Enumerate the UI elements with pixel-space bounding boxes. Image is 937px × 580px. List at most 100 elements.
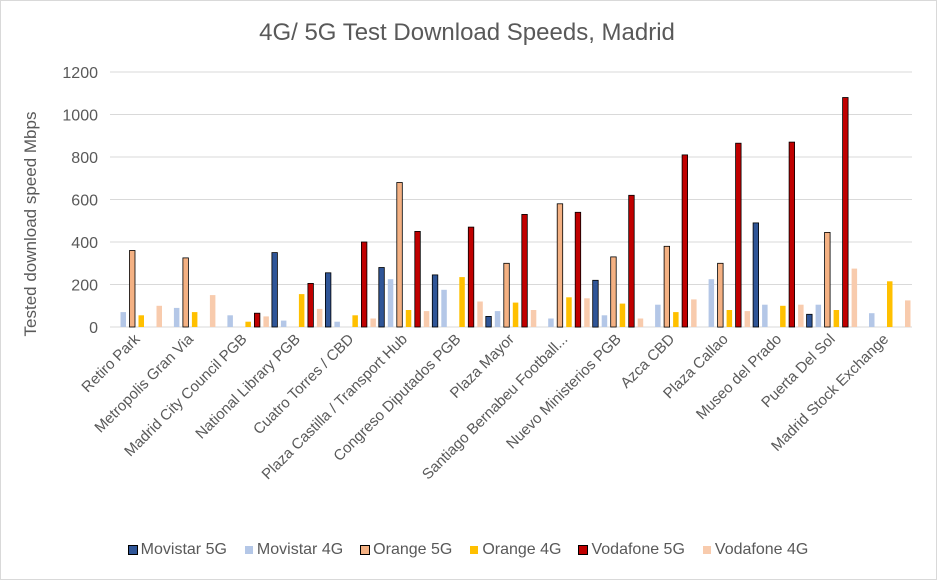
bar-movistar-4g (708, 279, 715, 327)
bar-vodafone-5g (521, 213, 528, 328)
bar-vodafone-4g (477, 301, 483, 327)
bar-orange-4g (405, 310, 412, 327)
bar-movistar-4g (334, 321, 340, 327)
bar-movistar-4g (762, 304, 768, 327)
bar-movistar-5g (378, 267, 385, 328)
bar-orange-5g (610, 256, 617, 328)
bar-vodafone-4g (851, 268, 858, 327)
bar-movistar-4g (869, 313, 875, 327)
bar-orange-4g (887, 281, 893, 327)
bar-movistar-4g (441, 289, 447, 327)
legend-item: Orange 5G (360, 541, 453, 559)
legend-swatch (127, 545, 138, 555)
legend-label: Movistar 5G (140, 541, 227, 558)
bar-vodafone-4g (209, 295, 216, 327)
bar-movistar-4g (601, 315, 608, 327)
bar-movistar-4g (280, 320, 287, 327)
bar-movistar-4g (548, 318, 554, 327)
bar-orange-4g (459, 277, 465, 327)
legend-item: Movistar 4G (244, 541, 344, 559)
chart-title: 4G/ 5G Test Download Speeds, Madrid (259, 19, 675, 46)
bar-orange-4g (780, 305, 786, 328)
y-tick-labels: 0 200 400 600 800 1000 1200 (62, 65, 98, 337)
legend-label: Orange 5G (373, 541, 453, 558)
bar-orange-4g (512, 302, 519, 327)
bar-vodafone-5g (467, 226, 475, 328)
bar-orange-4g (138, 315, 144, 327)
y-tick-label: 400 (71, 235, 98, 252)
bar-vodafone-4g (744, 311, 751, 327)
bar-vodafone-5g (307, 282, 314, 328)
legend-swatch (244, 546, 253, 554)
legend-label: Vodafone 4G (714, 541, 809, 558)
bar-orange-5g (129, 250, 136, 328)
bar-orange-4g (726, 310, 733, 327)
bar-vodafone-5g (360, 241, 368, 328)
bar-vodafone-4g (637, 318, 644, 327)
legend-label: Vodafone 5G (591, 541, 685, 558)
bar-vodafone-4g (584, 298, 590, 327)
legend-label: Orange 4G (482, 541, 562, 558)
bar-orange-4g (619, 303, 626, 327)
bar-orange-5g (182, 257, 189, 328)
bar-movistar-4g (227, 315, 233, 327)
bar-movistar-4g (120, 312, 126, 327)
bar-orange-4g (566, 297, 572, 328)
bar-vodafone-4g (316, 308, 323, 327)
bar-vodafone-4g (905, 300, 911, 327)
y-axis-label: Tested download speed Mbps (21, 112, 40, 337)
bar-movistar-5g (592, 279, 599, 328)
legend-item: Movistar 5G (127, 541, 227, 559)
gridlines (110, 71, 912, 328)
bar-orange-4g (245, 321, 251, 327)
bar-movistar-4g (387, 279, 394, 327)
bar-vodafone-4g (530, 310, 537, 327)
legend: Movistar 5G Movistar 4G Orange 5G Orange 4G… (0, 538, 937, 562)
bar-orange-5g (824, 231, 831, 328)
bar-vodafone-5g (414, 230, 421, 328)
bar-orange-4g (191, 312, 198, 327)
bar-orange-5g (396, 182, 403, 328)
legend-swatch (360, 545, 371, 555)
bar-orange-4g (673, 312, 679, 327)
bar-orange-4g (352, 315, 358, 327)
bar-orange-4g (833, 310, 840, 327)
bar-orange-5g (503, 262, 510, 328)
y-tick-label: 600 (71, 193, 98, 210)
bar-orange-5g (556, 203, 564, 328)
bar-vodafone-4g (370, 318, 376, 327)
bar-orange-5g (663, 245, 670, 328)
bar-movistar-4g (494, 311, 501, 327)
bar-vodafone-5g (253, 312, 261, 328)
bar-vodafone-4g (423, 311, 430, 327)
bar-vodafone-4g (798, 304, 804, 327)
bar-vodafone-4g (263, 316, 269, 327)
y-tick-label: 1000 (62, 108, 98, 125)
y-tick-label: 1200 (62, 65, 98, 82)
bar-movistar-5g (431, 274, 439, 328)
legend-item: Vodafone 4G (702, 541, 809, 559)
bar-vodafone-5g (681, 154, 688, 328)
bar-vodafone-4g (156, 305, 162, 328)
bar-vodafone-5g (842, 97, 849, 328)
bar-vodafone-5g (788, 141, 795, 328)
y-tick-label: 200 (71, 278, 98, 295)
x-tick-label: Metropolis Gran Via (91, 330, 197, 436)
legend-item: Vodafone 5G (578, 541, 685, 559)
legend-swatch (578, 545, 589, 555)
bar-vodafone-5g (735, 142, 742, 328)
legend-label: Movistar 4G (256, 541, 344, 558)
x-tick-label: National Library PGB (192, 331, 304, 443)
bar-movistar-4g (173, 307, 180, 327)
legend-swatch (702, 546, 711, 554)
bar-orange-5g (717, 262, 724, 328)
bar-movistar-5g (806, 313, 813, 328)
bar-orange-4g (298, 294, 305, 327)
legend-item: Orange 4G (470, 541, 561, 559)
bar-movistar-5g (485, 315, 492, 328)
legend-swatch (470, 546, 479, 554)
bars (120, 97, 911, 328)
x-tick-label: Cuatro Torres / CBD (250, 331, 357, 438)
bar-movistar-5g (271, 252, 278, 328)
